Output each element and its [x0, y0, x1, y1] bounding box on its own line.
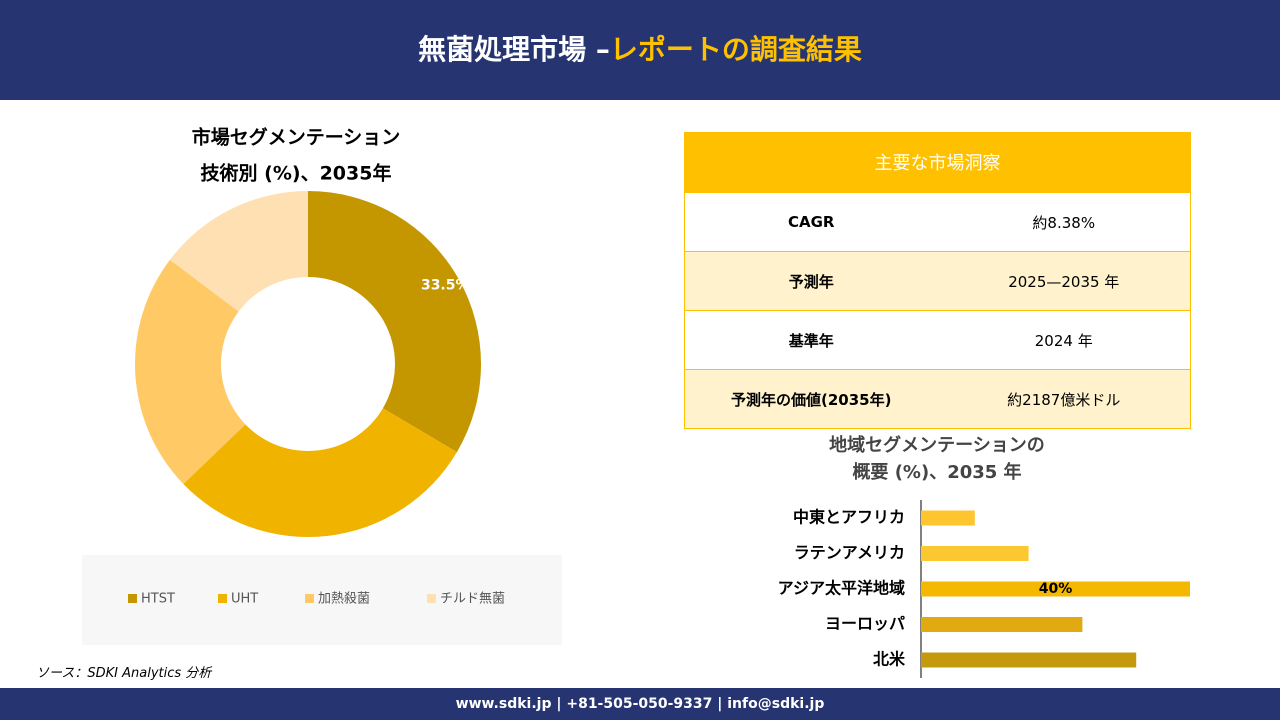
chart-title: 地域セグメンテーションの: [829, 434, 1045, 456]
table-key: 基準年: [684, 310, 938, 370]
y-tick-label: 北米: [873, 650, 906, 669]
header: 無菌処理市場 –レポートの調査結果: [0, 0, 1280, 100]
insight-table: 主要な市場洞察 CAGR 約8.38% 予測年 2025—2035 年 基準年 202…: [684, 132, 1191, 429]
bar: [921, 510, 975, 526]
legend-label: 加熱殺菌: [318, 592, 370, 607]
table-value: 2025—2035 年: [937, 251, 1191, 311]
source: ソース：SDKI Analytics 分析: [36, 666, 212, 681]
legend-box: [82, 555, 562, 645]
donut-slice: [135, 259, 246, 485]
legend-swatch: [427, 594, 436, 603]
data-label: 33.5%: [421, 278, 470, 294]
table-key: 予測年の価値(2035年): [684, 369, 938, 429]
donut-slice: [169, 191, 308, 312]
table-value: 2024 年: [937, 310, 1191, 370]
legend-swatch: [305, 594, 314, 603]
bar: [921, 617, 1083, 632]
table-header: 主要な市場洞察: [684, 132, 1191, 193]
y-tick-label: ヨーロッパ: [825, 614, 905, 633]
bar: [921, 581, 1190, 597]
table-value: 約2187億米ドル: [937, 369, 1191, 429]
bar: [921, 546, 1029, 561]
chart-title: 技術別 (%)、2035年: [201, 162, 392, 185]
y-tick-label: 中東とアフリカ: [793, 508, 905, 527]
donut-slice: [183, 408, 457, 537]
header-title-highlight: レポートの調査結果: [609, 33, 862, 66]
table-key: CAGR: [684, 192, 938, 252]
table-key: 予測年: [684, 251, 938, 311]
legend-swatch: [128, 594, 137, 603]
legend-label: UHT: [231, 592, 258, 607]
data-label: 40%: [1039, 581, 1073, 597]
header-title: 無菌処理市場 –: [418, 33, 610, 66]
bar: [921, 652, 1137, 668]
footer: www.sdki.jp | +81-505-050-9337 | info@sd…: [0, 688, 1280, 720]
chart-title: 概要 (%)、2035 年: [852, 461, 1021, 483]
legend-label: HTST: [141, 592, 175, 607]
chart-title: 市場セグメンテーション: [192, 126, 401, 149]
y-tick-label: ラテンアメリカ: [794, 543, 905, 562]
legend-label: チルド無菌: [440, 592, 505, 607]
donut-slice: [308, 191, 481, 453]
legend-swatch: [218, 594, 227, 603]
table-value: 約8.38%: [937, 192, 1191, 252]
y-tick-label: アジア太平洋地域: [778, 579, 905, 598]
